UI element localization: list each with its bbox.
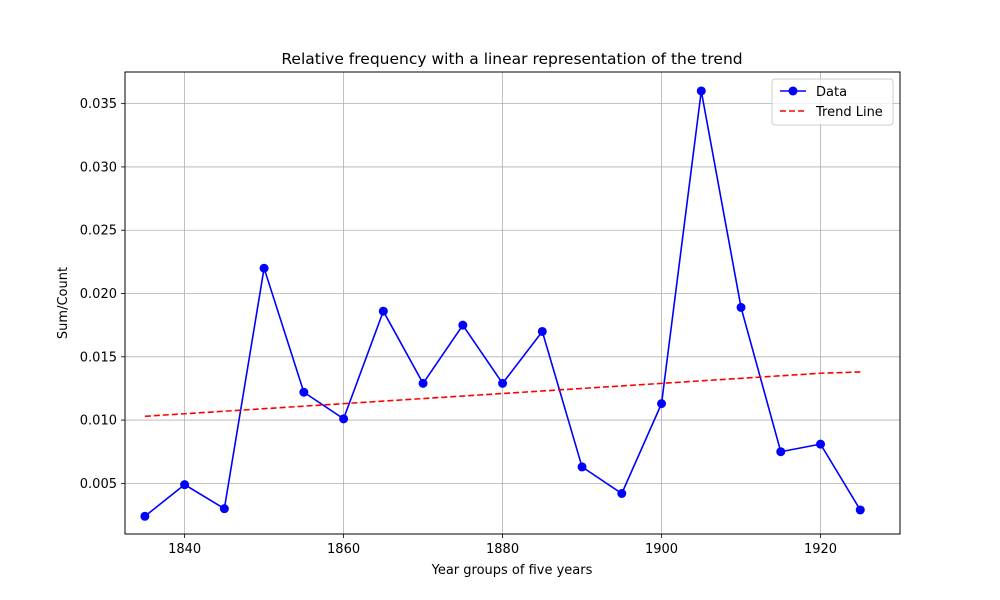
data-point (577, 462, 587, 472)
y-tick-label: 0.025 (80, 224, 117, 239)
y-tick-label: 0.010 (80, 414, 117, 429)
data-point (855, 505, 865, 515)
data-point (378, 306, 388, 316)
data-point (657, 399, 667, 409)
x-tick-label: 1840 (168, 542, 201, 557)
y-tick-label: 0.030 (80, 160, 117, 175)
x-axis: 1840 1860 1880 1900 1920 (168, 534, 837, 557)
y-tick-label: 0.035 (80, 97, 117, 112)
data-point (776, 447, 786, 457)
x-tick-label: 1920 (804, 542, 837, 557)
data-point (339, 414, 349, 424)
legend: Data Trend Line (771, 78, 894, 126)
x-tick-label: 1880 (486, 542, 519, 557)
data-point (537, 326, 547, 336)
x-tick-label: 1900 (645, 542, 678, 557)
data-point (736, 302, 746, 312)
legend-data-marker (788, 86, 798, 96)
y-tick-label: 0.020 (80, 287, 117, 302)
series-layer (140, 86, 865, 521)
data-point (498, 378, 508, 388)
data-point (299, 387, 309, 397)
data-point (696, 86, 706, 96)
x-tick-label: 1860 (327, 542, 360, 557)
y-tick-label: 0.015 (80, 350, 117, 365)
data-point (458, 320, 468, 330)
y-tick-label: 0.005 (80, 477, 117, 492)
plot-frame (124, 71, 901, 535)
y-axis: 0.005 0.010 0.015 0.020 0.025 0.030 0.035 (80, 97, 125, 492)
data-point (617, 488, 627, 498)
grid (125, 72, 900, 534)
series-line-trend (144, 371, 861, 418)
data-point (140, 511, 150, 521)
data-point (219, 504, 229, 514)
x-axis-label: Year groups of five years (431, 563, 593, 578)
data-point (418, 378, 428, 388)
legend-data-label: Data (816, 85, 847, 100)
data-point (259, 263, 269, 273)
chart-title: Relative frequency with a linear represe… (281, 50, 742, 68)
data-point (816, 439, 826, 449)
y-axis-label: Sum/Count (56, 267, 71, 339)
data-point (180, 480, 190, 490)
legend-trend-label: Trend Line (815, 105, 883, 120)
